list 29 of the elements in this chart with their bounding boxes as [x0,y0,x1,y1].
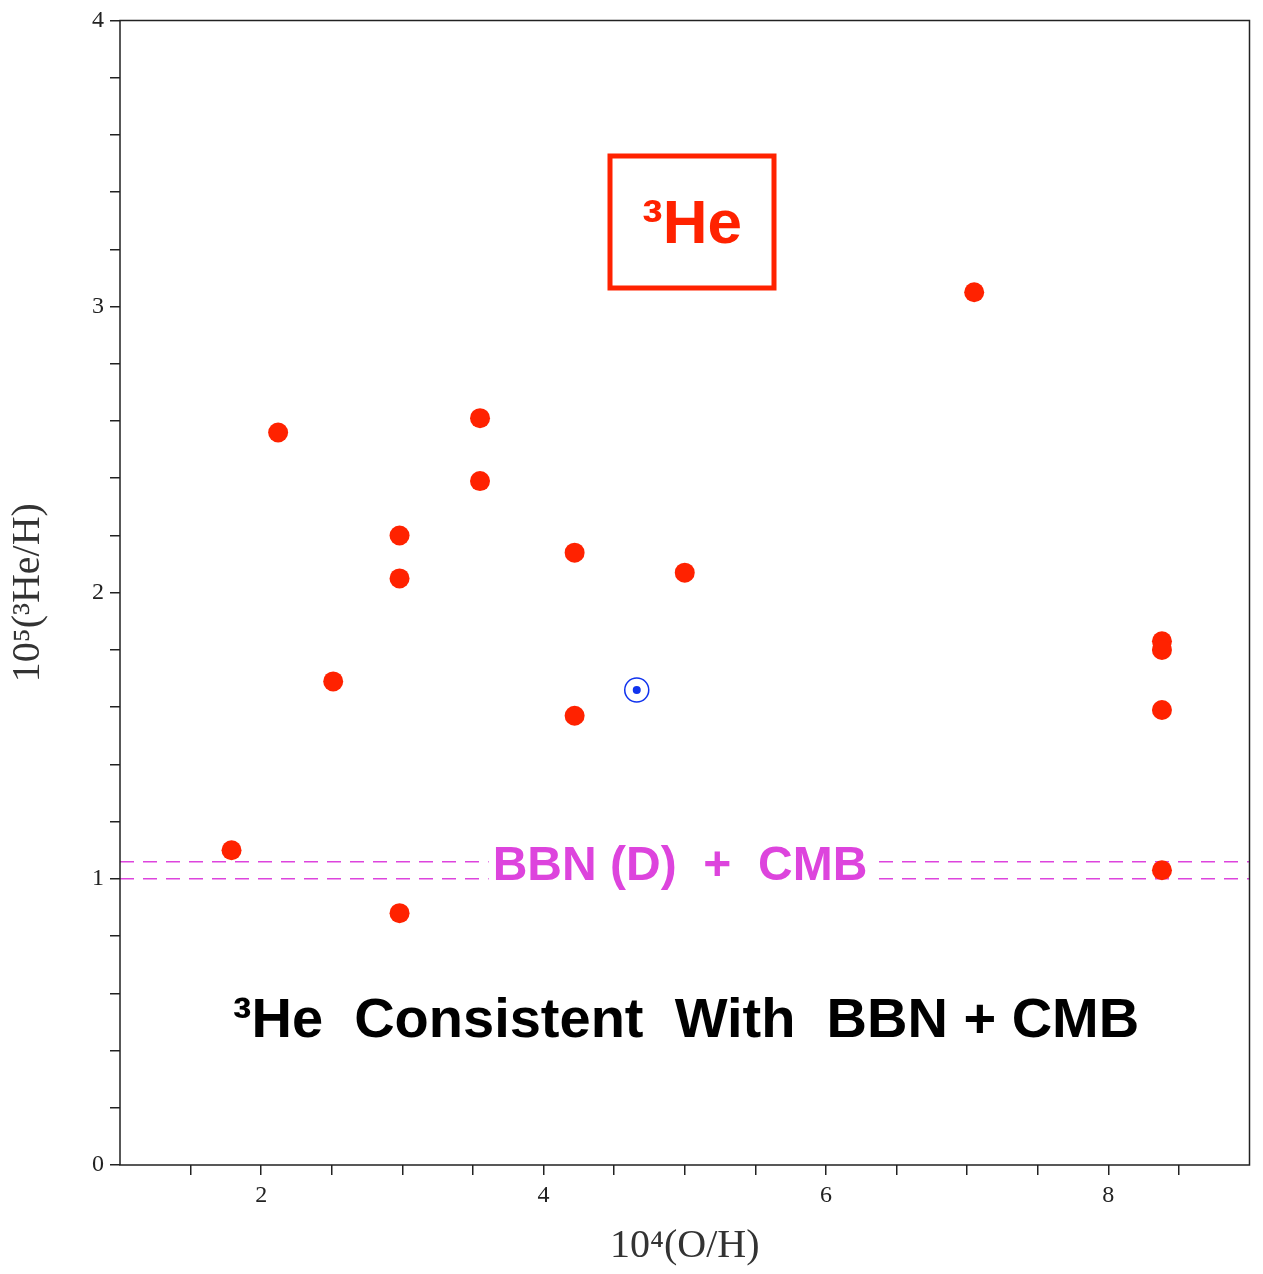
point [323,671,344,692]
point [564,705,585,726]
point [624,677,650,703]
y-tick-label: 3 [92,291,104,318]
y-axis-title: 10⁵(³He/H) [2,503,48,683]
point [564,542,585,563]
annotation: ³He [642,187,742,257]
x-tick-label: 6 [819,1180,832,1207]
point [389,525,410,546]
point [470,471,491,492]
point [389,903,410,924]
point [674,562,695,583]
point [1151,860,1172,881]
x-tick-label: 8 [1102,1180,1115,1207]
y-tick-label: 2 [92,578,104,604]
point [268,422,289,443]
ref-line-label: BBN (D) + CMB [492,837,868,891]
y-tick-label: 1 [92,864,104,891]
x-axis-title: 10⁴(O/H) [610,1220,760,1266]
point [1151,700,1172,721]
point [389,568,410,589]
point [221,840,242,861]
point [470,408,491,429]
y-tick-label: 0 [92,1150,104,1177]
x-tick-label: 4 [537,1180,550,1207]
x-tick-label: 2 [255,1180,268,1207]
annotation: ³He Consistent With BBN + CMB [232,986,1140,1050]
point [964,282,985,303]
y-tick-label: 4 [92,5,104,32]
